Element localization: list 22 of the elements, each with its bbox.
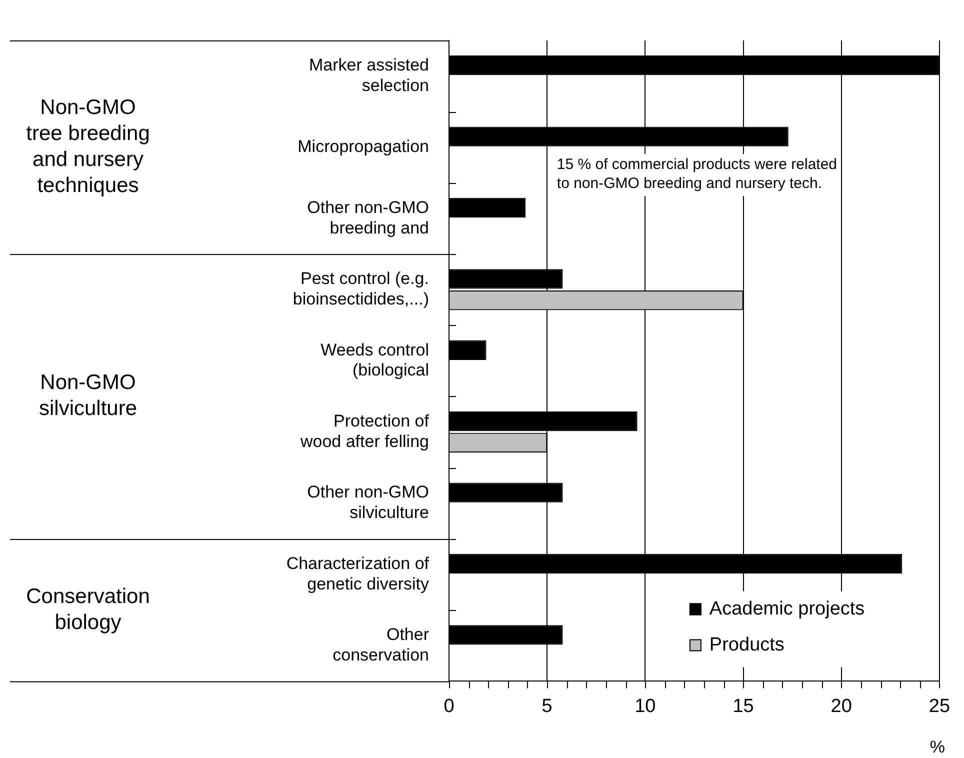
text: Conservation biology [26, 584, 150, 634]
text: Non-GMO silviculture [38, 371, 138, 420]
x-tick-label: 25 [928, 696, 950, 717]
x-tick-label: 0 [444, 696, 454, 717]
x-tick-label: 20 [830, 696, 852, 717]
x-tick-label: 5 [542, 696, 552, 717]
y-tick-label: Other conservation [332, 625, 430, 664]
y-tick-label: Other non-GMO silviculture [307, 482, 429, 522]
annotation: 15 % of commercial products were related to non-GMO breeding and nursery tech. [556, 156, 838, 192]
text: Non-GMO tree breeding and nursery techniques [26, 96, 150, 197]
x-axis-title: % [930, 738, 945, 757]
legend-label: Academic projects [709, 598, 865, 620]
y-tick-label: Protection of wood after felling [299, 411, 430, 451]
x-tick-label: 15 [732, 696, 754, 717]
y-tick-label: Other non-GMO breeding and [307, 198, 429, 238]
y-tick-label: Characterization of genetic diversity [286, 554, 430, 594]
y-tick-label: Marker assisted selection [309, 55, 429, 95]
y-tick-label: Pest control (e.g. bioinsectidides,...) [292, 269, 429, 308]
x-tick-label: 10 [634, 696, 656, 717]
legend-label: Products [709, 634, 784, 656]
y-tick-label: Micropropagation [298, 136, 429, 156]
y-tick-label: Weeds control (biological [320, 340, 429, 380]
